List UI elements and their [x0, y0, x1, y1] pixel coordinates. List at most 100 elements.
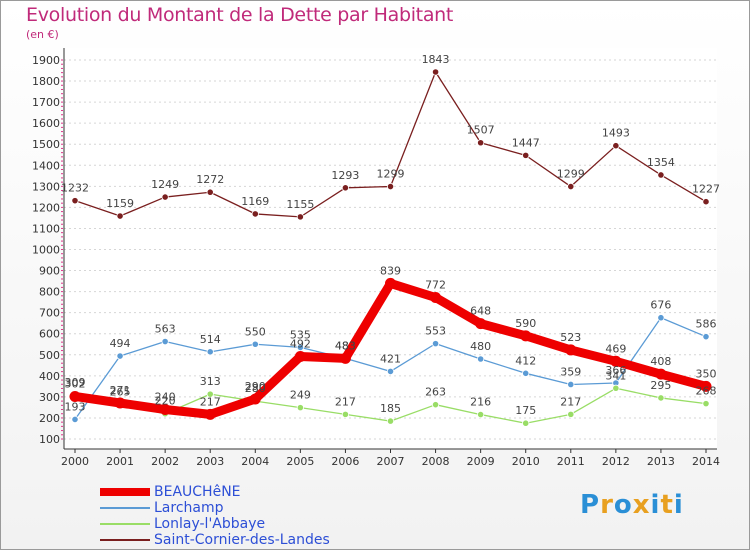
- data-point-2: [206, 390, 214, 398]
- data-point-0: [339, 352, 351, 364]
- x-tick-label: 2010: [512, 455, 540, 468]
- legend-item-larchamp: Larchamp: [100, 500, 400, 516]
- data-label-0: 271: [110, 384, 131, 397]
- data-label-3: 1493: [602, 127, 630, 140]
- y-tick-label: 800: [39, 286, 60, 299]
- data-label-1: 412: [515, 354, 536, 367]
- data-point-3: [206, 188, 214, 196]
- data-label-1: 535: [290, 328, 311, 341]
- logo-letter: r: [600, 490, 614, 520]
- y-tick-label: 1600: [32, 117, 60, 130]
- data-label-0: 240: [155, 391, 176, 404]
- data-label-1: 553: [425, 325, 446, 338]
- data-point-3: [296, 213, 304, 221]
- data-label-2: 216: [470, 396, 491, 409]
- data-point-2: [612, 384, 620, 392]
- legend-item-beauchene: BEAUCHêNE: [100, 484, 400, 500]
- data-point-0: [294, 350, 306, 362]
- data-point-2: [341, 410, 350, 418]
- x-tick-label: 2002: [151, 455, 179, 468]
- data-label-2: 175: [515, 404, 536, 417]
- logo-letter: x: [632, 490, 651, 520]
- y-tick-label: 1500: [32, 138, 60, 151]
- data-label-3: 1159: [106, 197, 134, 210]
- data-label-0: 483: [335, 339, 356, 352]
- y-tick-label: 700: [39, 307, 60, 320]
- legend-item-lonlay: Lonlay-l'Abbaye: [100, 516, 400, 532]
- x-tick-label: 2007: [377, 455, 405, 468]
- x-tick-label: 2014: [692, 455, 720, 468]
- data-label-2: 280: [245, 382, 266, 395]
- x-tick-label: 2006: [331, 455, 359, 468]
- data-label-2: 341: [605, 369, 626, 382]
- data-point-0: [655, 368, 667, 380]
- data-label-3: 1227: [692, 183, 720, 196]
- data-label-1: 586: [696, 318, 717, 331]
- data-point-2: [477, 410, 485, 419]
- data-point-0: [700, 380, 712, 392]
- data-point-0: [475, 318, 487, 330]
- data-label-3: 1507: [467, 124, 495, 137]
- logo-letter: t: [660, 490, 674, 520]
- logo-letter: o: [613, 490, 633, 520]
- data-label-0: 302: [65, 377, 86, 390]
- data-point-3: [657, 171, 665, 179]
- data-label-0: 839: [380, 264, 401, 277]
- data-label-3: 1272: [196, 173, 224, 186]
- data-label-2: 217: [335, 395, 356, 408]
- data-label-0: 217: [200, 395, 221, 408]
- x-tick-label: 2005: [286, 455, 314, 468]
- data-point-0: [69, 390, 81, 402]
- data-point-0: [114, 397, 126, 409]
- data-label-3: 1155: [286, 198, 314, 211]
- data-label-2: 295: [650, 379, 671, 392]
- data-label-1: 563: [155, 323, 176, 336]
- data-point-0: [159, 404, 171, 416]
- data-point-1: [116, 352, 124, 360]
- legend: BEAUCHêNE Larchamp Lonlay-l'Abbaye Saint…: [100, 484, 400, 548]
- data-point-1: [522, 369, 530, 377]
- data-label-1: 359: [560, 365, 581, 378]
- data-point-3: [522, 151, 530, 159]
- x-tick-label: 2013: [647, 455, 675, 468]
- x-tick-label: 2004: [241, 455, 269, 468]
- data-label-3: 1169: [241, 195, 269, 208]
- data-label-0: 590: [515, 317, 536, 330]
- data-point-3: [116, 212, 124, 220]
- plot-area: [64, 48, 717, 449]
- data-point-0: [385, 277, 396, 289]
- data-label-0: 648: [470, 305, 491, 318]
- data-label-1: 494: [110, 337, 131, 350]
- data-label-1: 514: [200, 333, 221, 346]
- y-tick-label: 1100: [32, 222, 60, 235]
- data-point-3: [71, 197, 79, 205]
- data-point-1: [386, 367, 395, 376]
- data-label-1: 550: [245, 325, 266, 338]
- data-point-0: [249, 393, 261, 405]
- data-point-3: [702, 198, 710, 206]
- data-label-1: 676: [650, 299, 671, 312]
- y-tick-label: 400: [39, 370, 60, 383]
- data-point-0: [430, 292, 442, 304]
- legend-label-larchamp: Larchamp: [154, 500, 224, 516]
- data-label-3: 1354: [647, 156, 675, 169]
- y-tick-label: 1200: [32, 201, 60, 214]
- data-label-1: 366: [605, 364, 626, 377]
- data-label-0: 290: [245, 380, 266, 393]
- x-tick-label: 2012: [602, 455, 630, 468]
- legend-item-saint-cornier: Saint-Cornier-des-Landes: [100, 532, 400, 548]
- data-point-2: [296, 404, 304, 412]
- data-label-2: 265: [110, 385, 131, 398]
- data-point-3: [477, 139, 485, 147]
- y-tick-label: 1800: [32, 75, 60, 88]
- data-label-3: 1249: [151, 178, 179, 191]
- y-tick-label: 900: [39, 265, 60, 278]
- x-tick-label: 2011: [557, 455, 585, 468]
- data-point-0: [204, 408, 216, 420]
- logo-letter: P: [580, 490, 601, 520]
- data-point-3: [431, 68, 440, 76]
- data-point-2: [522, 419, 530, 427]
- data-point-1: [251, 340, 259, 348]
- legend-swatch-beauchene: [100, 488, 150, 496]
- data-point-1: [702, 333, 710, 341]
